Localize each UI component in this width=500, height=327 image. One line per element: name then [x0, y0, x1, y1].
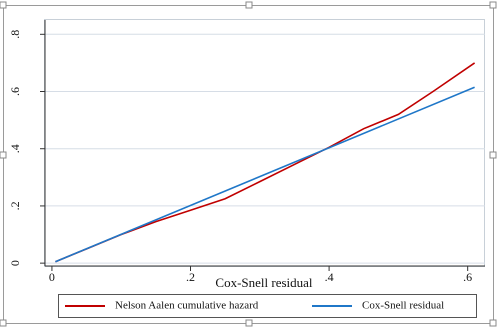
series-line: [55, 86, 475, 263]
legend-box: [58, 294, 477, 318]
selection-handle[interactable]: [489, 1, 497, 9]
y-tick-label: .8: [8, 30, 22, 39]
selection-handle[interactable]: [0, 151, 7, 159]
y-tick-label: 0: [8, 260, 22, 266]
x-tick-label: 0: [49, 270, 55, 284]
x-tick-label: .6: [463, 270, 472, 284]
legend-label: Nelson Aalen cumulative hazard: [115, 300, 259, 312]
legend-label: Cox-Snell residual: [362, 300, 444, 312]
x-tick-label: .4: [325, 270, 334, 284]
x-tick-label: .2: [186, 270, 195, 284]
selection-handle[interactable]: [0, 319, 7, 327]
selection-handle[interactable]: [489, 319, 497, 327]
y-tick-label: .2: [8, 201, 22, 210]
selection-handle[interactable]: [245, 1, 253, 9]
y-tick-label: .6: [8, 87, 22, 96]
y-tick-label: .4: [8, 144, 22, 153]
plot-region: [44, 19, 485, 267]
x-axis-label: Cox-Snell residual: [215, 275, 313, 290]
selection-handle[interactable]: [245, 319, 253, 327]
selection-handle[interactable]: [0, 1, 7, 9]
selection-handle[interactable]: [489, 151, 497, 159]
